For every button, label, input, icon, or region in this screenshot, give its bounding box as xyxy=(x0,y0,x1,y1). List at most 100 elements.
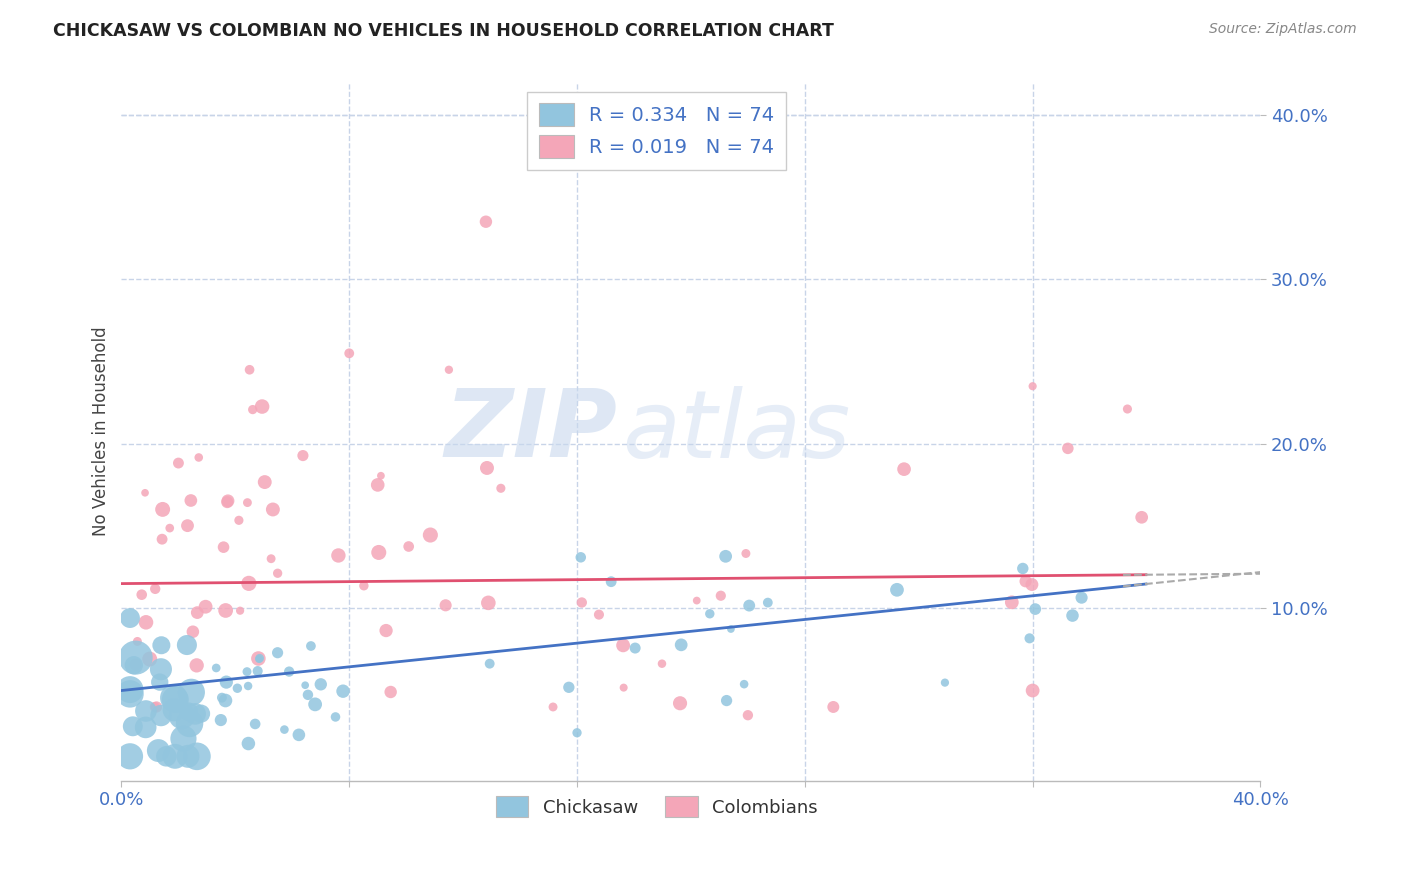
Point xyxy=(624,641,647,656)
Point xyxy=(150,638,173,652)
Point xyxy=(172,731,194,746)
Point xyxy=(297,688,319,702)
Point xyxy=(370,468,392,483)
Point xyxy=(328,549,350,563)
Point xyxy=(273,723,295,737)
Point xyxy=(325,710,347,724)
Point xyxy=(1014,574,1036,589)
Point xyxy=(756,596,779,610)
Point xyxy=(686,593,709,607)
Point xyxy=(720,622,742,636)
Point xyxy=(186,606,208,620)
Text: ZIP: ZIP xyxy=(444,385,617,477)
Point xyxy=(118,687,141,701)
Point xyxy=(262,502,284,516)
Point xyxy=(716,693,738,707)
Point xyxy=(145,700,167,714)
Point xyxy=(135,704,157,718)
Point xyxy=(135,720,157,734)
Point xyxy=(163,749,186,764)
Point xyxy=(236,665,259,679)
Point xyxy=(569,550,592,565)
Point xyxy=(353,579,375,593)
Point xyxy=(212,540,235,554)
Point xyxy=(398,540,420,554)
Point xyxy=(934,675,956,690)
Point xyxy=(190,706,212,721)
Point xyxy=(148,743,170,757)
Point xyxy=(184,706,207,721)
Point xyxy=(699,607,721,621)
Point xyxy=(176,518,198,533)
Point xyxy=(143,700,166,714)
Point xyxy=(122,658,145,673)
Point xyxy=(478,657,501,671)
Point xyxy=(1021,683,1043,698)
Point xyxy=(733,677,755,691)
Point xyxy=(118,611,141,625)
Point xyxy=(149,662,172,676)
Legend: Chickasaw, Colombians: Chickasaw, Colombians xyxy=(489,789,825,824)
Point xyxy=(176,638,198,652)
Point xyxy=(149,675,172,690)
Point xyxy=(150,708,173,723)
Point xyxy=(434,599,457,613)
Point xyxy=(247,651,270,665)
Point xyxy=(238,737,260,751)
Point xyxy=(205,661,228,675)
Point xyxy=(138,652,160,666)
Point xyxy=(737,708,759,723)
Point xyxy=(134,485,156,500)
Point xyxy=(1024,602,1046,616)
Text: CHICKASAW VS COLOMBIAN NO VEHICLES IN HOUSEHOLD CORRELATION CHART: CHICKASAW VS COLOMBIAN NO VEHICLES IN HO… xyxy=(53,22,834,40)
Point xyxy=(571,595,593,609)
Point xyxy=(669,696,692,710)
Point xyxy=(214,693,236,707)
Point xyxy=(278,665,301,679)
Point xyxy=(242,402,264,417)
Point xyxy=(588,607,610,622)
Point xyxy=(131,588,153,602)
Point xyxy=(266,646,288,660)
Point xyxy=(1018,632,1040,646)
Point xyxy=(186,749,208,764)
Text: atlas: atlas xyxy=(623,386,851,477)
Point xyxy=(253,475,276,489)
Point xyxy=(1116,402,1139,417)
Point xyxy=(177,705,200,719)
Point xyxy=(243,717,266,731)
Point xyxy=(236,679,259,693)
Point xyxy=(1130,510,1153,524)
Point xyxy=(1056,442,1078,456)
Point xyxy=(291,449,314,463)
Point xyxy=(669,638,692,652)
Point xyxy=(170,709,193,723)
Point xyxy=(124,657,146,672)
Point xyxy=(1001,595,1024,609)
Point xyxy=(437,363,460,377)
Point xyxy=(214,603,236,617)
Point xyxy=(118,682,141,697)
Point xyxy=(155,749,177,764)
Point xyxy=(228,513,250,527)
Point xyxy=(186,658,208,673)
Point xyxy=(288,728,311,742)
Point xyxy=(1011,561,1033,575)
Point xyxy=(159,521,181,535)
Point xyxy=(180,493,202,508)
Point xyxy=(309,677,332,691)
Point xyxy=(304,698,326,712)
Point xyxy=(735,547,758,561)
Point xyxy=(738,599,761,613)
Point xyxy=(163,690,186,705)
Point xyxy=(714,549,737,564)
Point xyxy=(211,690,233,705)
Point xyxy=(180,685,202,699)
Point xyxy=(613,681,636,695)
Point xyxy=(177,749,200,764)
Point xyxy=(266,566,288,581)
Point xyxy=(419,528,441,542)
Point xyxy=(249,651,271,665)
Point xyxy=(1021,577,1043,591)
Point xyxy=(217,494,239,508)
